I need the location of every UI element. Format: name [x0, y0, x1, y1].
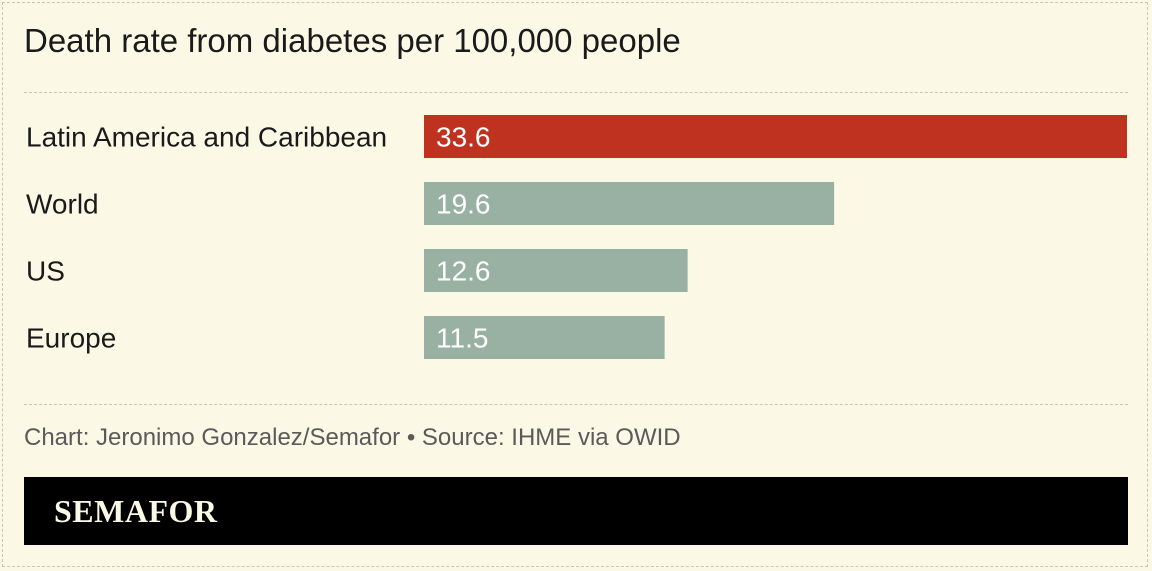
top-divider	[24, 92, 1128, 93]
category-label: Latin America and Caribbean	[26, 122, 387, 153]
value-label: 19.6	[436, 189, 491, 220]
category-label: Europe	[26, 323, 116, 354]
value-label: 33.6	[436, 122, 491, 153]
bottom-divider	[24, 404, 1128, 405]
source-credit: Chart: Jeronimo Gonzalez/Semafor • Sourc…	[24, 424, 681, 451]
chart-title: Death rate from diabetes per 100,000 peo…	[24, 22, 681, 59]
bar	[424, 316, 665, 359]
category-label: World	[26, 189, 99, 220]
bar-chart: Latin America and Caribbean 33.6 World 19.6…	[26, 115, 1127, 359]
brand-footer: SEMAFOR	[24, 477, 1128, 545]
semafor-logo: SEMAFOR	[54, 493, 218, 529]
value-label: 11.5	[436, 323, 488, 354]
bar	[424, 182, 835, 225]
bar	[424, 249, 688, 292]
value-label: 12.6	[436, 256, 491, 287]
bar	[424, 115, 1127, 158]
category-label: US	[26, 256, 65, 287]
